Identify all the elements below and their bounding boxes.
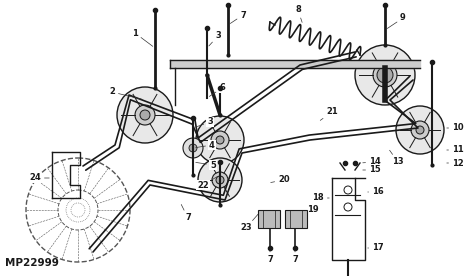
- Circle shape: [212, 172, 228, 188]
- Text: 3: 3: [209, 31, 221, 46]
- Text: 1: 1: [132, 28, 153, 46]
- Text: 13: 13: [390, 150, 404, 166]
- Text: 5: 5: [196, 161, 216, 169]
- Text: 22: 22: [197, 176, 218, 190]
- Circle shape: [135, 105, 155, 125]
- Circle shape: [216, 176, 224, 184]
- Text: 11: 11: [447, 145, 464, 155]
- Text: 20: 20: [271, 176, 290, 184]
- Text: 15: 15: [363, 166, 381, 174]
- Bar: [285, 210, 307, 228]
- Text: 7: 7: [181, 205, 191, 222]
- Circle shape: [140, 110, 150, 120]
- Circle shape: [377, 67, 393, 83]
- Text: 6: 6: [210, 84, 225, 96]
- Text: 19: 19: [300, 206, 319, 214]
- Text: 7: 7: [292, 251, 298, 264]
- Text: 2: 2: [109, 87, 142, 99]
- Text: 8: 8: [295, 6, 302, 22]
- Circle shape: [396, 106, 444, 154]
- Text: 4: 4: [196, 140, 215, 150]
- Circle shape: [198, 158, 242, 202]
- Circle shape: [183, 138, 203, 158]
- Bar: [258, 210, 280, 228]
- Circle shape: [216, 136, 224, 144]
- Text: 24: 24: [29, 174, 49, 182]
- Text: 14: 14: [363, 158, 381, 166]
- Text: 16: 16: [368, 187, 384, 197]
- Circle shape: [411, 121, 429, 139]
- Circle shape: [416, 126, 424, 134]
- Circle shape: [355, 45, 415, 105]
- Text: MP22999: MP22999: [5, 258, 59, 268]
- Text: 21: 21: [320, 107, 338, 120]
- Text: 18: 18: [312, 193, 329, 203]
- Text: 10: 10: [447, 123, 464, 132]
- Text: 7: 7: [230, 10, 246, 23]
- Circle shape: [211, 131, 229, 149]
- Text: 23: 23: [240, 214, 258, 232]
- Text: 17: 17: [368, 243, 384, 253]
- Text: 7: 7: [267, 251, 273, 264]
- Text: 12: 12: [447, 158, 464, 168]
- Circle shape: [373, 63, 397, 87]
- Circle shape: [117, 87, 173, 143]
- Text: 9: 9: [387, 14, 406, 28]
- Circle shape: [189, 144, 197, 152]
- Circle shape: [196, 116, 244, 164]
- Text: 3: 3: [196, 118, 213, 127]
